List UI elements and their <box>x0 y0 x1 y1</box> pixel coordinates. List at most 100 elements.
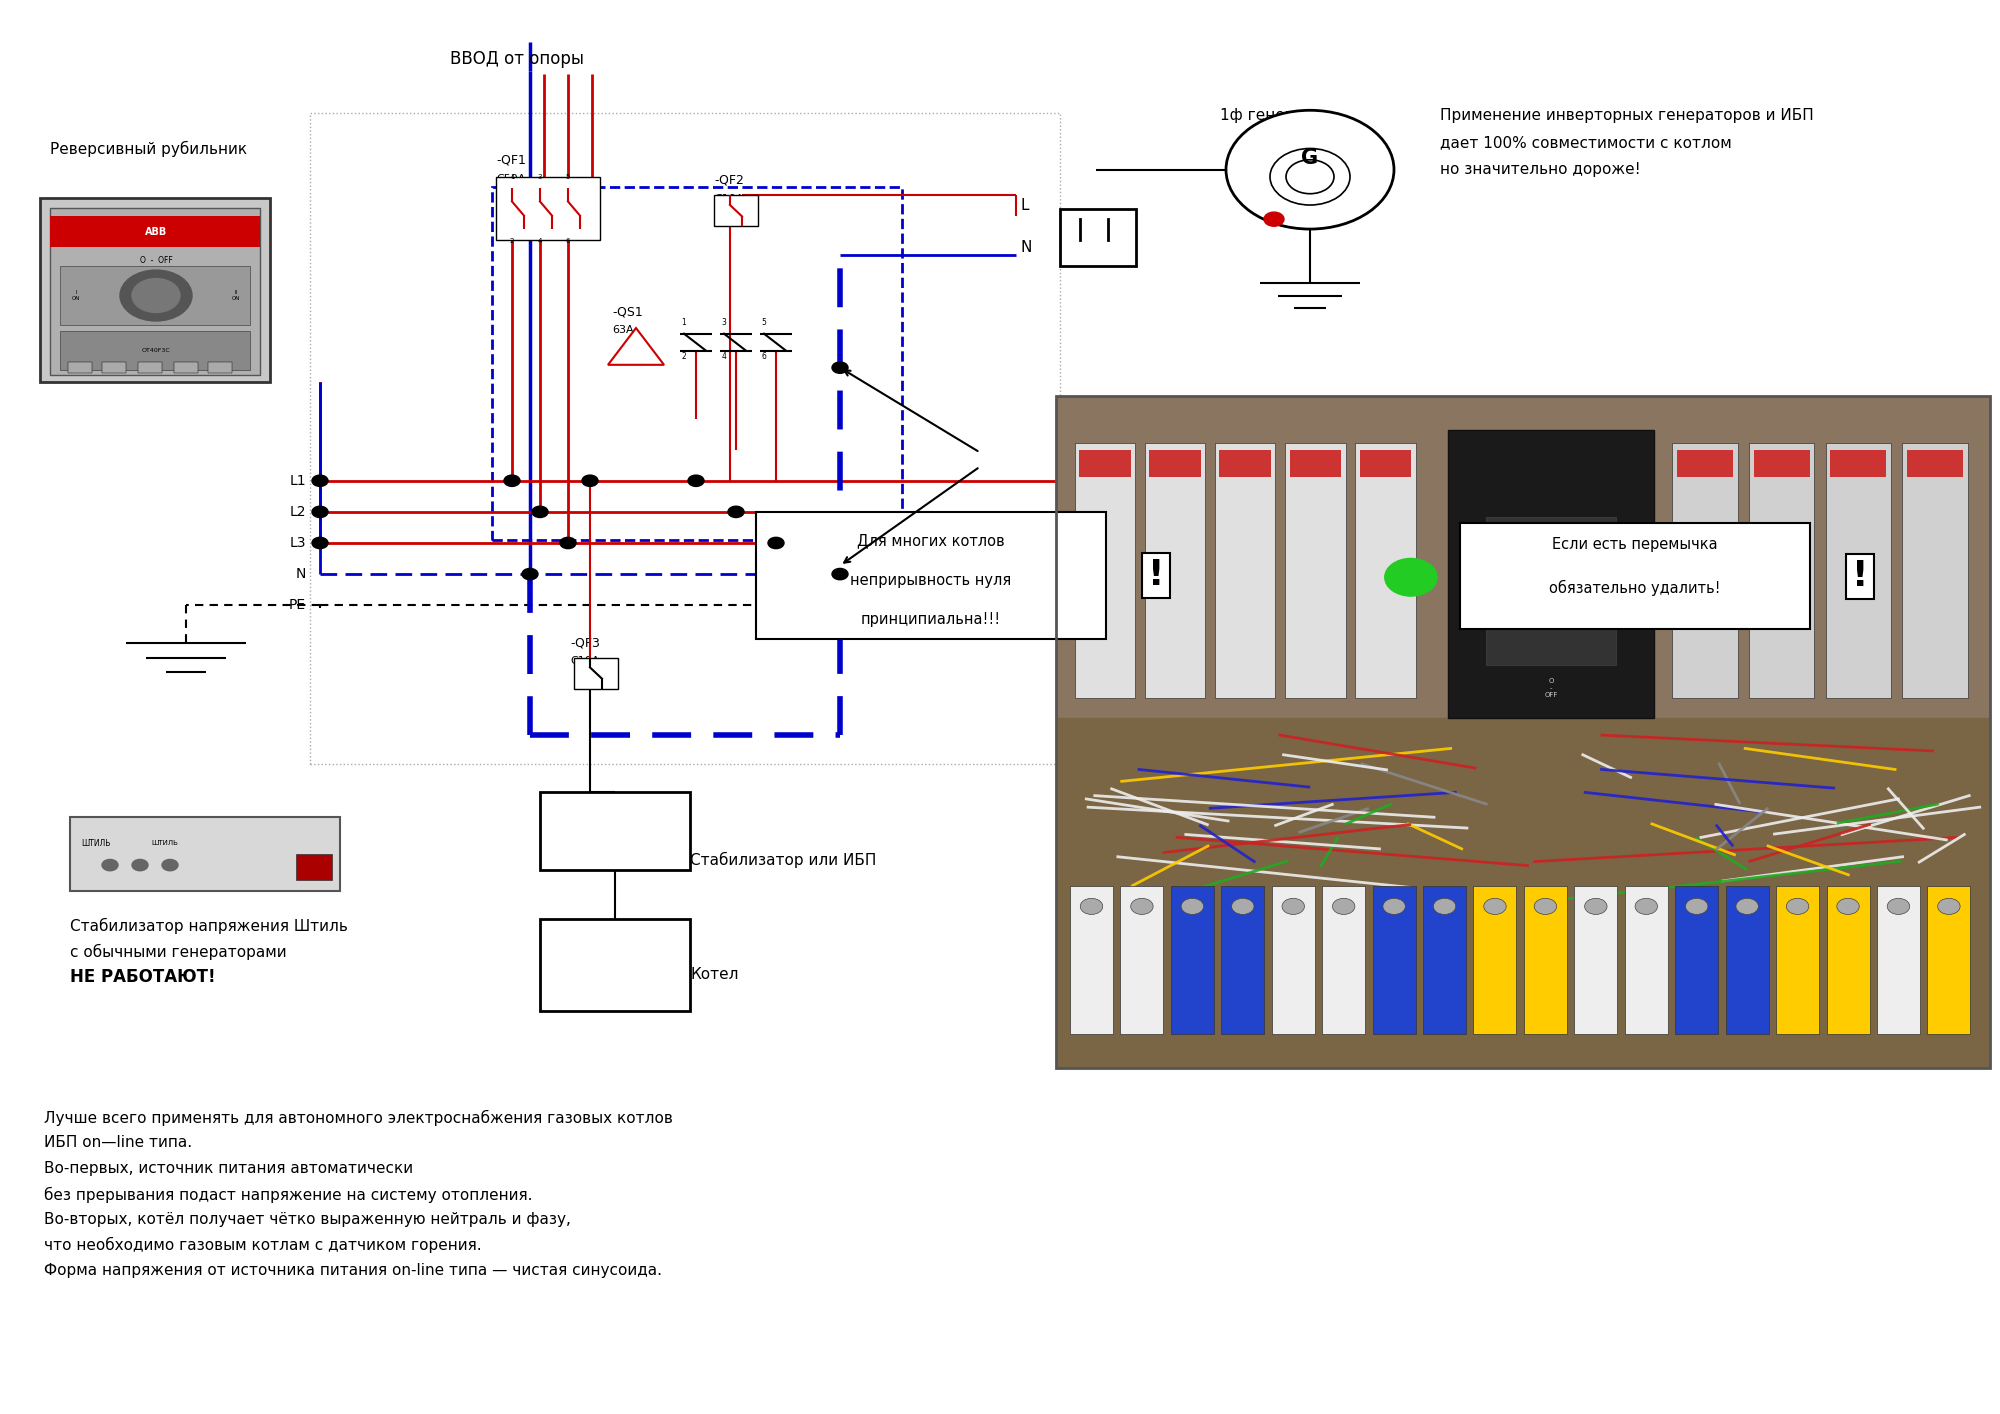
Circle shape <box>120 270 192 321</box>
Text: Котел: Котел <box>690 967 738 981</box>
Text: II
ON: II ON <box>232 290 240 301</box>
Bar <box>296 854 332 880</box>
Text: 63A: 63A <box>612 325 634 335</box>
Text: Во-вторых, котёл получает чётко выраженную нейтраль и фазу,: Во-вторых, котёл получает чётко выраженн… <box>44 1212 570 1227</box>
Bar <box>310 113 1060 764</box>
Circle shape <box>132 860 148 871</box>
Text: -QS1: -QS1 <box>612 305 642 318</box>
Text: C10A: C10A <box>714 194 744 204</box>
Text: 1: 1 <box>682 318 686 327</box>
Text: но значительно дороже!: но значительно дороже! <box>1440 163 1640 177</box>
Text: N: N <box>296 567 306 581</box>
Bar <box>1460 523 1810 629</box>
Bar <box>174 362 198 373</box>
Circle shape <box>1226 110 1394 229</box>
Circle shape <box>504 475 520 486</box>
Text: Во-первых, источник питания автоматически: Во-первых, источник питания автоматическ… <box>44 1161 414 1176</box>
Text: !: ! <box>1148 559 1164 592</box>
Text: дает 100% совместимости с котлом: дает 100% совместимости с котлом <box>1440 136 1732 150</box>
Text: ШТИЛЬ: ШТИЛЬ <box>152 840 178 846</box>
Circle shape <box>560 537 576 549</box>
Bar <box>540 919 690 1011</box>
Bar <box>102 362 126 373</box>
Circle shape <box>132 279 180 312</box>
Text: C50A: C50A <box>496 174 526 184</box>
Text: G: G <box>1302 148 1318 168</box>
Bar <box>40 198 270 382</box>
Bar <box>492 187 902 540</box>
Bar <box>50 216 260 247</box>
Text: неприрывность нуля: неприрывность нуля <box>850 573 1012 588</box>
Circle shape <box>688 475 704 486</box>
Text: PE: PE <box>288 598 306 612</box>
Circle shape <box>312 475 328 486</box>
Text: L1: L1 <box>290 474 306 488</box>
Circle shape <box>1264 212 1284 226</box>
Circle shape <box>532 506 548 518</box>
Text: Если есть перемычка: Если есть перемычка <box>1552 537 1718 553</box>
Text: ABB: ABB <box>144 226 168 238</box>
Circle shape <box>582 475 598 486</box>
Text: что необходимо газовым котлам с датчиком горения.: что необходимо газовым котлам с датчиком… <box>44 1237 482 1253</box>
Text: 3: 3 <box>538 174 542 180</box>
Text: -QF2: -QF2 <box>714 174 744 187</box>
Bar <box>496 177 600 240</box>
Text: 6: 6 <box>566 238 570 243</box>
Bar <box>574 658 618 689</box>
Bar <box>68 362 92 373</box>
Circle shape <box>522 568 538 580</box>
Bar <box>60 331 250 370</box>
Text: 1: 1 <box>510 174 514 180</box>
Text: L: L <box>1020 198 1028 212</box>
Circle shape <box>832 568 848 580</box>
Text: с обычными генераторами: с обычными генераторами <box>70 943 286 960</box>
Circle shape <box>312 506 328 518</box>
Text: Применение инверторных генераторов и ИБП: Применение инверторных генераторов и ИБП <box>1440 109 1814 123</box>
Bar <box>60 266 250 325</box>
Text: O  -  OFF: O - OFF <box>140 256 172 264</box>
Text: 5: 5 <box>566 174 570 180</box>
Text: принципиальна!!!: принципиальна!!! <box>860 612 1002 628</box>
Text: N: N <box>1020 240 1032 255</box>
Bar <box>714 195 758 226</box>
Circle shape <box>832 362 848 373</box>
Text: 6: 6 <box>762 352 766 361</box>
Text: Стабилизатор или ИБП: Стабилизатор или ИБП <box>690 851 876 868</box>
Text: ВВОД от опоры: ВВОД от опоры <box>450 51 584 68</box>
Bar <box>50 208 260 375</box>
Text: L2: L2 <box>290 505 306 519</box>
Circle shape <box>162 860 178 871</box>
Text: Стабилизатор напряжения Штиль: Стабилизатор напряжения Штиль <box>70 918 348 935</box>
Text: 5: 5 <box>762 318 766 327</box>
Text: 1ф генератор: 1ф генератор <box>1220 109 1332 123</box>
Bar <box>70 817 340 891</box>
Circle shape <box>768 537 784 549</box>
Bar <box>1060 209 1136 266</box>
Text: !: ! <box>1852 559 1868 594</box>
Bar <box>756 512 1106 639</box>
Circle shape <box>312 537 328 549</box>
Circle shape <box>102 860 118 871</box>
Text: 2: 2 <box>682 352 686 361</box>
Text: Для многих котлов: Для многих котлов <box>858 533 1004 549</box>
Text: Форма напряжения от источника питания on-line типа — чистая синусоида.: Форма напряжения от источника питания on… <box>44 1263 662 1278</box>
Text: без прерывания подаст напряжение на систему отопления.: без прерывания подаст напряжение на сист… <box>44 1186 532 1202</box>
Text: Реверсивный рубильник: Реверсивный рубильник <box>50 140 248 157</box>
Bar <box>540 792 690 870</box>
Text: I
ON: I ON <box>72 290 80 301</box>
Text: -QF1: -QF1 <box>496 154 526 167</box>
Text: 4: 4 <box>538 238 542 243</box>
Text: 3: 3 <box>722 318 726 327</box>
Text: НЕ РАБОТАЮТ!: НЕ РАБОТАЮТ! <box>70 969 216 986</box>
Text: 4: 4 <box>722 352 726 361</box>
Text: C10A: C10A <box>570 656 600 666</box>
Text: L3: L3 <box>290 536 306 550</box>
Bar <box>208 362 232 373</box>
Text: OT40F3C: OT40F3C <box>142 348 170 354</box>
Text: -QF3: -QF3 <box>570 636 600 649</box>
Text: обязательно удалить!: обязательно удалить! <box>1550 580 1720 595</box>
Text: ИБП on—line типа.: ИБП on—line типа. <box>44 1135 192 1151</box>
Bar <box>138 362 162 373</box>
Text: ШТИЛЬ: ШТИЛЬ <box>82 839 110 847</box>
Bar <box>1056 396 1990 1068</box>
